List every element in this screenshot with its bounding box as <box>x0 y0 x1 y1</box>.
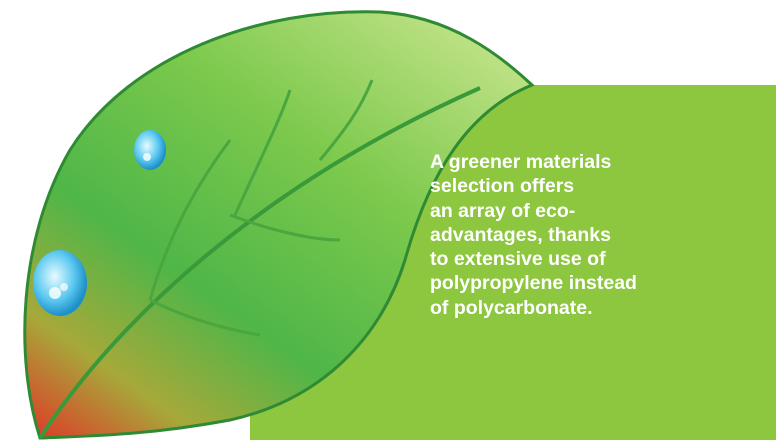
caption-line: of polycarbonate. <box>430 296 637 320</box>
drop-highlight <box>60 283 68 291</box>
water-drop <box>134 130 166 170</box>
caption-line: an array of eco- <box>430 199 637 223</box>
drop-highlight <box>143 153 151 161</box>
drop-highlight <box>49 287 61 299</box>
water-drop <box>33 250 87 316</box>
caption-line: advantages, thanks <box>430 223 637 247</box>
caption-line: to extensive use of <box>430 247 637 271</box>
caption-line: A greener materials <box>430 150 637 174</box>
caption-line: selection offers <box>430 174 637 198</box>
caption-line: polypropylene instead <box>430 271 637 295</box>
page: A greener materials selection offers an … <box>0 0 776 440</box>
caption: A greener materials selection offers an … <box>430 150 637 320</box>
illustration <box>0 0 776 440</box>
